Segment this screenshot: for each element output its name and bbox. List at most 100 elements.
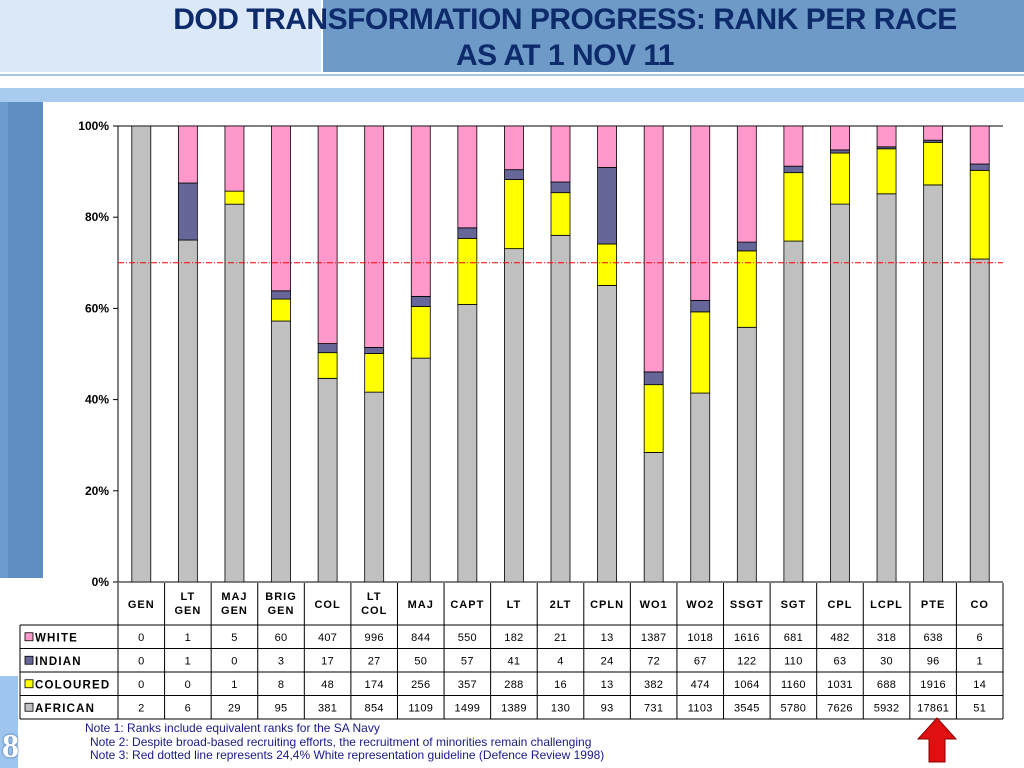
bar-segment-african bbox=[410, 357, 431, 583]
bar-segment-indian bbox=[736, 241, 757, 252]
data-label: 1616 bbox=[734, 632, 760, 644]
bar-segment-coloured bbox=[597, 243, 617, 286]
bar-segment-indian bbox=[271, 290, 291, 300]
bar-segment-african bbox=[317, 377, 338, 583]
data-label: 3545 bbox=[734, 702, 760, 714]
x-tick-label: SGT bbox=[781, 599, 807, 611]
x-tick-label: LT bbox=[507, 599, 522, 611]
data-label: 688 bbox=[877, 679, 896, 691]
data-label: 1018 bbox=[687, 632, 713, 644]
left-sidebar bbox=[0, 102, 43, 578]
data-label: 0 bbox=[231, 655, 237, 667]
bar-segment-white bbox=[736, 125, 757, 243]
data-label: 8 bbox=[278, 679, 284, 691]
bar-segment-indian bbox=[504, 169, 524, 180]
data-label: 174 bbox=[365, 679, 384, 691]
x-tick-label: PTE bbox=[921, 599, 945, 611]
legend-key-african bbox=[24, 702, 34, 712]
bar-segment-white bbox=[271, 125, 291, 292]
y-tick-label: 20% bbox=[85, 484, 109, 498]
bar-segment-white bbox=[830, 125, 850, 151]
data-label: 57 bbox=[461, 655, 474, 667]
x-tick-label: BRIG bbox=[265, 591, 297, 603]
data-label: 6 bbox=[976, 632, 982, 644]
legend-key-white bbox=[24, 632, 34, 642]
bar-segment-indian bbox=[690, 299, 711, 313]
data-label: 0 bbox=[138, 679, 144, 691]
data-label: 6 bbox=[185, 702, 191, 714]
data-label: 844 bbox=[411, 632, 430, 644]
y-tick-label: 0% bbox=[92, 575, 110, 589]
data-label: 51 bbox=[973, 702, 986, 714]
bar-segment-indian bbox=[643, 371, 664, 386]
x-tick-label: CAPT bbox=[450, 599, 484, 611]
bar-segment-white bbox=[457, 125, 478, 229]
note-1: Note 1: Ranks include equivalent ranks f… bbox=[85, 721, 380, 735]
data-label: 382 bbox=[644, 679, 663, 691]
data-label: 996 bbox=[365, 632, 384, 644]
bar-segment-white bbox=[410, 125, 431, 297]
bar-segment-african bbox=[830, 203, 850, 583]
data-label: 30 bbox=[880, 655, 893, 667]
x-tick-label: COL bbox=[314, 599, 340, 611]
notes: Note 1: Ranks include equivalent ranks f… bbox=[85, 721, 604, 763]
data-label: 381 bbox=[318, 702, 337, 714]
y-tick-label: 60% bbox=[85, 301, 109, 315]
data-label: 1387 bbox=[641, 632, 667, 644]
up-arrow-icon bbox=[917, 717, 957, 763]
bar-segment-coloured bbox=[317, 352, 338, 379]
data-label: 1064 bbox=[734, 679, 760, 691]
x-tick-label: COL bbox=[361, 605, 387, 617]
data-label: 1160 bbox=[781, 679, 806, 691]
data-label: 731 bbox=[644, 702, 663, 714]
data-label: 93 bbox=[601, 702, 614, 714]
bar-segment-coloured bbox=[830, 152, 850, 205]
x-tick-label: LCPL bbox=[870, 599, 903, 611]
bar-segment-indian bbox=[783, 165, 804, 174]
bar-segment-african bbox=[783, 240, 804, 583]
bar-segment-coloured bbox=[457, 237, 478, 305]
y-tick-label: 80% bbox=[85, 210, 109, 224]
bar-segment-coloured bbox=[969, 169, 990, 260]
bar-segment-indian bbox=[177, 182, 198, 241]
bar-segment-white bbox=[923, 125, 944, 141]
data-label: 0 bbox=[185, 679, 191, 691]
legend-label-african: AFRICAN bbox=[35, 703, 95, 715]
left-sidebar-inner bbox=[8, 102, 43, 578]
bar-segment-white bbox=[504, 125, 524, 171]
y-tick-label: 40% bbox=[85, 393, 109, 407]
bar-segment-white bbox=[783, 125, 804, 167]
data-label: 130 bbox=[551, 702, 570, 714]
data-label: 1103 bbox=[688, 702, 713, 714]
bar-segment-coloured bbox=[410, 306, 431, 359]
x-tick-label: GEN bbox=[268, 605, 295, 617]
bar-segment-white bbox=[364, 125, 385, 348]
data-label: 17 bbox=[321, 655, 334, 667]
data-label: 17861 bbox=[917, 702, 949, 714]
x-tick-label: SSGT bbox=[730, 599, 764, 611]
data-label: 7626 bbox=[827, 702, 853, 714]
data-label: 110 bbox=[784, 655, 802, 667]
title-line-1: DOD TRANSFORMATION PROGRESS: RANK PER RA… bbox=[173, 3, 957, 36]
x-tick-label: WO2 bbox=[686, 599, 714, 611]
data-label: 1109 bbox=[408, 702, 433, 714]
bar-segment-coloured bbox=[876, 148, 897, 195]
data-label: 13 bbox=[601, 632, 614, 644]
x-tick-label: MAJ bbox=[221, 591, 247, 603]
bar-segment-coloured bbox=[224, 190, 245, 205]
data-label: 0 bbox=[138, 655, 144, 667]
x-tick-label: WO1 bbox=[640, 599, 668, 611]
title-line-2: AS AT 1 NOV 11 bbox=[455, 39, 675, 72]
x-tick-label: CPLN bbox=[590, 599, 624, 611]
bar-segment-african bbox=[504, 248, 524, 583]
bar-segment-coloured bbox=[643, 384, 664, 453]
bar-segment-african bbox=[736, 326, 757, 583]
bar-segment-coloured bbox=[690, 311, 711, 394]
bar-segment-african bbox=[643, 451, 664, 583]
page-title: DOD TRANSFORMATION PROGRESS: RANK PER RA… bbox=[110, 2, 1020, 74]
data-label: 482 bbox=[830, 632, 849, 644]
data-label: 29 bbox=[228, 702, 241, 714]
bar-segment-white bbox=[550, 125, 571, 183]
data-label: 5780 bbox=[781, 702, 807, 714]
header-divider bbox=[0, 74, 1024, 76]
